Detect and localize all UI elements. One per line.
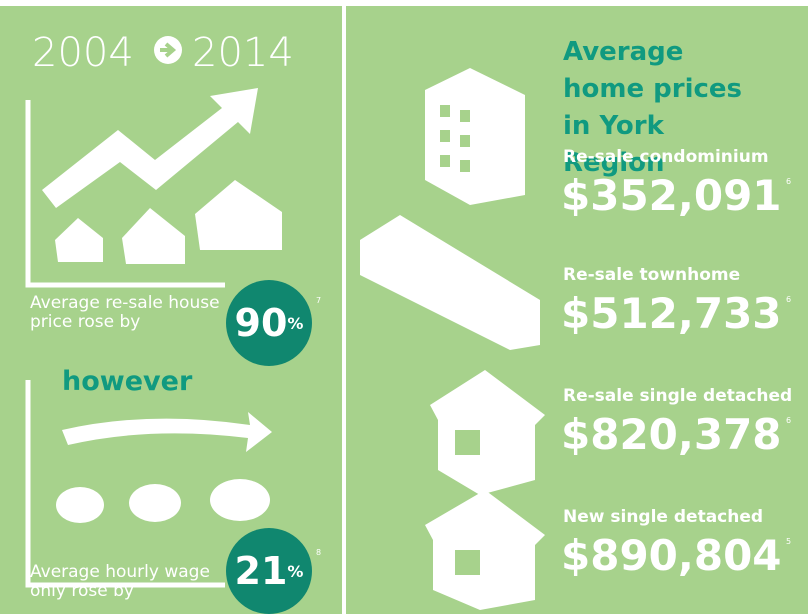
stat-circle: 90%	[226, 280, 312, 366]
stat-label: Average hourly wage only rose by	[30, 562, 210, 601]
price-value: $890,804	[561, 531, 782, 580]
price-value: $820,378	[561, 410, 782, 459]
stat-label: Average re-sale house price rose by	[30, 293, 220, 332]
footnote: 5	[786, 537, 792, 546]
footnote: 6	[786, 416, 792, 425]
price-value: $512,733	[561, 289, 782, 338]
price-label: Re-sale single detached	[563, 386, 793, 406]
stat-unit: %	[287, 313, 304, 333]
houses	[55, 180, 282, 264]
price-label: Re-sale townhome	[563, 265, 741, 285]
footnote: 8	[316, 548, 322, 557]
price-value: $352,091	[561, 171, 782, 220]
year-from: 2004	[32, 30, 134, 76]
stat-unit: %	[287, 561, 304, 581]
footnote: 6	[786, 295, 792, 304]
price-label: Re-sale condominium	[563, 147, 769, 167]
new-single-icon	[425, 490, 545, 610]
right-panel	[346, 6, 808, 614]
stat-circle: 21%	[226, 528, 312, 614]
wage-arrow	[62, 412, 272, 452]
rise-arrow	[42, 88, 258, 208]
connector: however	[62, 366, 193, 397]
footnote: 7	[316, 296, 322, 305]
condo-icon	[425, 68, 525, 205]
piggy-banks	[56, 479, 270, 523]
stat-value: 21	[234, 549, 288, 593]
footnote: 6	[786, 177, 792, 186]
axis	[25, 100, 225, 288]
single-icon	[430, 370, 545, 495]
prices-title: Average home prices in York Region	[563, 37, 743, 178]
stat-value: 90	[234, 301, 288, 345]
price-label: New single detached	[563, 507, 764, 527]
year-to: 2014	[192, 30, 294, 76]
axis	[25, 380, 225, 588]
townhome-icon	[360, 215, 540, 350]
